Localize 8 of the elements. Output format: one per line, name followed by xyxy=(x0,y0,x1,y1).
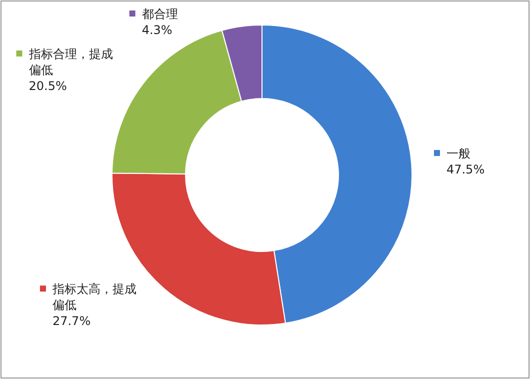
legend-label: 指标合理，提成偏低 xyxy=(28,47,113,78)
data-label: 4.3% xyxy=(142,23,172,37)
legend-label: 都合理 xyxy=(142,7,178,21)
data-label: 47.5% xyxy=(446,162,485,177)
data-label: 27.7% xyxy=(52,314,91,328)
data-label: 20.5% xyxy=(28,79,67,94)
legend-label: 一般 xyxy=(446,146,470,161)
legend-label: 指标太高，提成偏低 xyxy=(51,282,136,312)
